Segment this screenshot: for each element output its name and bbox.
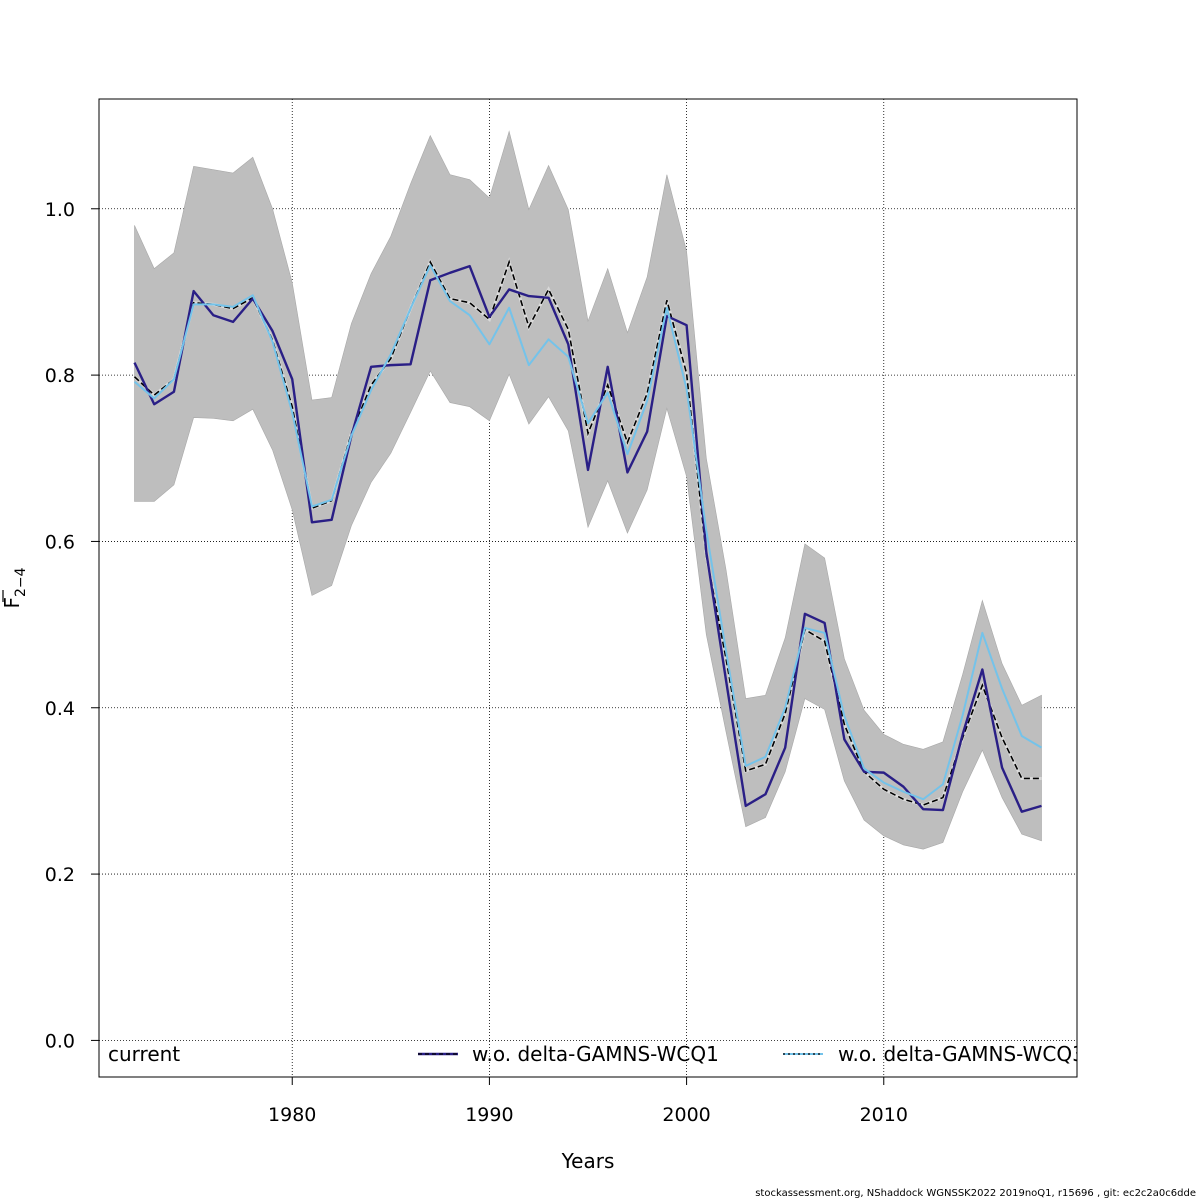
confidence-band-layer (134, 130, 1042, 850)
series-line-current (133, 259, 1042, 806)
y-tick-label: 0.4 (45, 698, 75, 720)
legend-label-wcq3: w.o. delta-GAMNS-WCQ3 (838, 1042, 1085, 1066)
y-tick-label: 0.6 (45, 531, 75, 553)
x-tick-label: 2010 (860, 1104, 908, 1126)
x-tick-label: 1980 (268, 1104, 316, 1126)
y-axis: 0.0 0.2 0.4 0.6 0.8 1.0 (45, 199, 99, 1052)
x-tick-label: 2000 (662, 1104, 710, 1126)
y-tick-label: 1.0 (45, 199, 75, 221)
y-tick-label: 0.0 (45, 1030, 75, 1052)
footer-credit: stockassessment.org, NShaddock WGNSSK202… (755, 1188, 1196, 1199)
svg-text:F2−4: F2−4 (0, 567, 29, 608)
y-tick-label: 0.8 (45, 365, 75, 387)
y-axis-title-main: F (0, 597, 24, 609)
series-line-wcq3 (133, 264, 1043, 801)
y-tick-label: 0.2 (45, 864, 75, 886)
confidence-band (134, 130, 1042, 850)
y-axis-title: F2−4 (0, 567, 29, 608)
x-axis: 1980 1990 2000 2010 (268, 1077, 908, 1126)
legend-label-wcq1: w.o. delta-GAMNS-WCQ1 (472, 1042, 719, 1066)
y-axis-title-subscript: 2−4 (13, 567, 29, 597)
x-tick-label: 1990 (465, 1104, 513, 1126)
x-axis-title: Years (561, 1149, 615, 1173)
legend-label-current: current (108, 1042, 180, 1066)
series-line-wcq1 (133, 264, 1042, 813)
series-lines-layer (133, 257, 1043, 813)
legend: current w.o. delta-GAMNS-WCQ1 w.o. delta… (108, 1042, 1085, 1066)
plot-frame (98, 98, 1078, 1078)
